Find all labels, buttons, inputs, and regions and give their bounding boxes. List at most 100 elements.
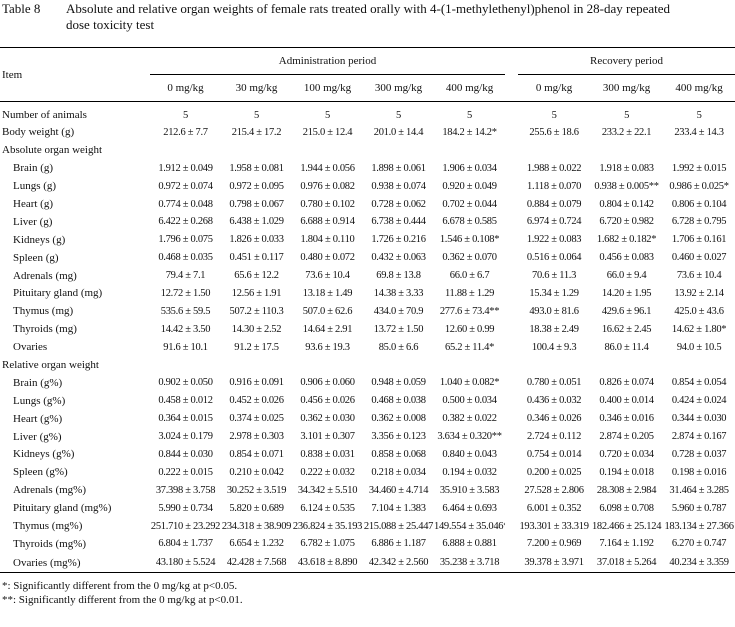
row-label: Spleen (g) — [13, 251, 59, 264]
cell: 0.858 ± 0.068 — [371, 448, 426, 460]
data-row: Brain (g%) 0.902 ± 0.050 0.916 ± 0.091 0.90… — [0, 374, 735, 392]
cell: 13.18 ± 1.49 — [302, 287, 353, 299]
cell: 65.6 ± 12.2 — [234, 270, 279, 282]
cell: 66.0 ± 6.7 — [449, 270, 490, 282]
cell: 0.362 ± 0.030 — [300, 413, 355, 425]
table-label: Table 8 — [2, 1, 41, 16]
cell: 0.374 ± 0.025 — [229, 413, 284, 425]
row-label: Heart (g%) — [13, 412, 63, 425]
row-label: Liver (g) — [13, 215, 53, 228]
spacer — [505, 177, 518, 195]
data-row: Lungs (g%) 0.458 ± 0.012 0.452 ± 0.026 0.45… — [0, 392, 735, 410]
row-label: Thymus (mg%) — [13, 520, 83, 533]
cell: 1.918 ± 0.083 — [599, 162, 654, 174]
cell: 0.728 ± 0.037 — [671, 448, 727, 460]
cell: 86.0 ± 11.4 — [604, 341, 649, 353]
cell: 0.432 ± 0.063 — [371, 252, 426, 264]
cell: 255.6 ± 18.6 — [529, 126, 579, 138]
cell: 0.200 ± 0.025 — [526, 466, 582, 478]
cell: 40.234 ± 3.359 — [669, 557, 729, 569]
cell: 0.854 ± 0.054 — [671, 377, 727, 389]
table-caption: Absolute and relative organ weights of f… — [66, 1, 671, 32]
footnotes: *: Significantly different from the 0 mg… — [0, 573, 735, 607]
cell: 236.824 ± 35.193 — [292, 520, 363, 532]
cell: 5 — [183, 109, 188, 121]
cell: 6.464 ± 0.693 — [442, 502, 497, 514]
cell: 1.682 ± 0.182* — [596, 234, 657, 246]
cell: 201.0 ± 14.4 — [373, 126, 424, 138]
data-row: Pituitary gland (mg) 12.72 ± 1.50 12.56 ± … — [0, 285, 735, 303]
cell: 65.2 ± 11.4* — [445, 341, 495, 353]
cell: 0.780 ± 0.102 — [300, 198, 355, 210]
cell: 3.634 ± 0.320** — [437, 431, 502, 443]
spacer — [505, 553, 518, 573]
cell: 13.92 ± 2.14 — [674, 287, 724, 299]
cell: 434.0 ± 70.9 — [373, 305, 424, 317]
spacer — [505, 463, 518, 481]
cell: 1.706 ± 0.161 — [671, 234, 727, 246]
cell: 0.774 ± 0.048 — [158, 198, 213, 210]
cell: 1.804 ± 0.110 — [300, 234, 355, 246]
cell: 27.528 ± 2.806 — [524, 484, 584, 496]
row-label: Lungs (g) — [13, 180, 57, 193]
cell: 0.720 ± 0.034 — [599, 448, 654, 460]
cell: 31.464 ± 3.285 — [669, 484, 729, 496]
spacer — [505, 302, 518, 320]
cell: 215.088 ± 25.447 — [363, 520, 434, 532]
cell: 3.101 ± 0.307 — [300, 431, 355, 443]
cell: 2.874 ± 0.167 — [671, 431, 727, 443]
cell: 0.826 ± 0.074 — [599, 377, 654, 389]
spacer — [505, 374, 518, 392]
group-header-row: Item Administration period Recovery peri… — [0, 47, 735, 81]
cell: 5 — [396, 109, 401, 121]
cell: 12.56 ± 1.91 — [231, 287, 282, 299]
cell: 0.854 ± 0.071 — [229, 448, 284, 460]
cell: 35.238 ± 3.718 — [439, 557, 500, 569]
cell: 5 — [696, 109, 702, 121]
cell: 215.4 ± 17.2 — [231, 126, 282, 138]
cell: 535.6 ± 59.5 — [160, 305, 211, 317]
cell: 1.898 ± 0.061 — [371, 162, 426, 174]
cell: 6.124 ± 0.535 — [300, 502, 355, 514]
cell: 0.382 ± 0.022 — [442, 413, 497, 425]
cell: 30.252 ± 3.519 — [226, 484, 287, 496]
cell: 14.64 ± 2.91 — [302, 323, 353, 335]
cell: 0.916 ± 0.091 — [229, 377, 284, 389]
cell: 0.210 ± 0.042 — [229, 466, 284, 478]
table-body: Number of animals 5 5 5 5 5 5 5 5 Body weight (g)… — [0, 102, 735, 573]
cell: 507.2 ± 110.3 — [229, 305, 284, 317]
cell: 493.0 ± 81.6 — [529, 305, 579, 317]
cell: 0.451 ± 0.117 — [229, 252, 284, 264]
data-row: Ovaries (mg%) 43.180 ± 5.524 42.428 ± 7.56… — [0, 553, 735, 573]
data-row: Thymus (mg%) 251.710 ± 23.292 234.318 ± 38… — [0, 517, 735, 535]
cell: 425.0 ± 43.6 — [674, 305, 724, 317]
cell: 37.398 ± 3.758 — [155, 484, 216, 496]
spacer — [505, 428, 518, 446]
cell: 0.806 ± 0.104 — [671, 198, 727, 210]
cell: 0.948 ± 0.059 — [371, 377, 426, 389]
data-row: Spleen (g%) 0.222 ± 0.015 0.210 ± 0.042 0.2… — [0, 463, 735, 481]
cell: 0.222 ± 0.032 — [300, 466, 355, 478]
data-row: Liver (g%) 3.024 ± 0.179 2.978 ± 0.303 3.10… — [0, 428, 735, 446]
row-label: Lungs (g%) — [13, 394, 66, 407]
cell: 6.738 ± 0.444 — [371, 216, 426, 228]
dose-header: 300 mg/kg — [374, 82, 423, 94]
cell: 0.840 ± 0.043 — [442, 448, 497, 460]
cell: 5.990 ± 0.734 — [158, 502, 213, 514]
item-header: Item — [2, 68, 23, 81]
cell: 0.972 ± 0.074 — [158, 180, 213, 192]
cell: 0.844 ± 0.030 — [158, 448, 213, 460]
cell: 6.438 ± 1.029 — [229, 216, 284, 228]
cell: 5 — [325, 109, 330, 121]
cell: 34.460 ± 4.714 — [368, 484, 429, 496]
cell: 277.6 ± 73.4** — [439, 305, 500, 317]
footnote: *: Significantly different from the 0 mg… — [2, 580, 238, 593]
cell: 43.618 ± 8.890 — [297, 557, 358, 569]
cell: 0.346 ± 0.016 — [599, 413, 654, 425]
cell: 0.362 ± 0.070 — [442, 252, 497, 264]
data-row: Liver (g) 6.422 ± 0.268 6.438 ± 1.029 6.688… — [0, 213, 735, 231]
cell: 2.874 ± 0.205 — [599, 431, 654, 443]
cell: 1.546 ± 0.108* — [439, 234, 500, 246]
cell: 1.040 ± 0.082* — [439, 377, 500, 389]
spacer — [505, 195, 518, 213]
